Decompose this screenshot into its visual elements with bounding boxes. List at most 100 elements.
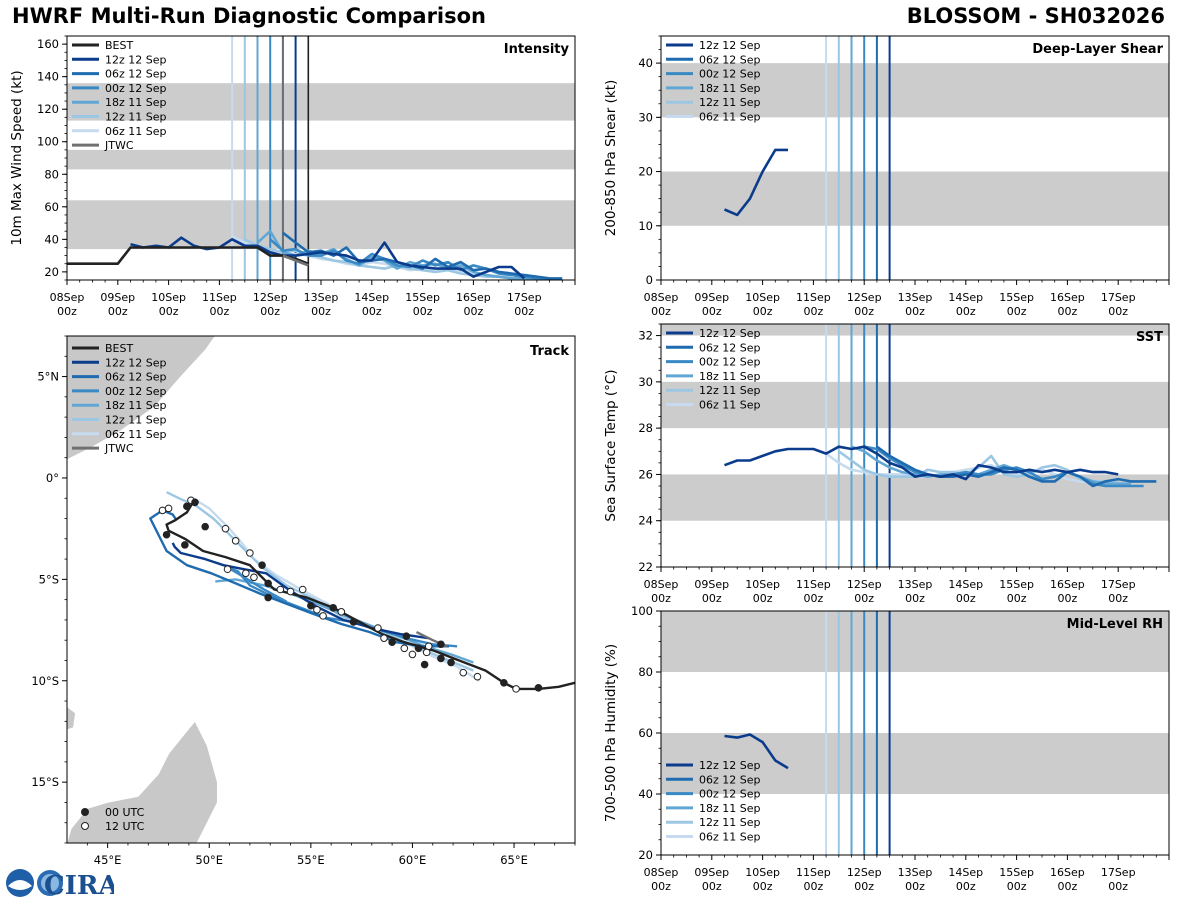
intensity-xtick-hour-label: 00z <box>464 305 484 318</box>
legend-label-06z-11-sep: 06z 11 Sep <box>699 831 761 844</box>
track-ytick-label: 0° <box>46 471 59 485</box>
track-marker-12utc <box>164 504 173 513</box>
legend-marker-label: 00 UTC <box>105 806 145 819</box>
track-xtick-label: 45°E <box>94 853 122 867</box>
intensity-ytick-label: 60 <box>44 200 59 214</box>
sst-panel: 22242628303208Sep00z09Sep00z10Sep00z11Se… <box>603 323 1170 605</box>
track-ytick-label: 10°S <box>31 674 59 688</box>
track-marker-00utc <box>420 660 429 669</box>
track-series-06z-11-sep <box>192 497 481 682</box>
track-marker-00utc <box>329 603 337 612</box>
track-xtick-label: 65°E <box>500 853 528 867</box>
legend-label-12z-11-sep: 12z 11 Sep <box>699 384 761 397</box>
track-marker-00utc <box>307 601 315 610</box>
intensity-xtick-day-label: 16Sep <box>456 291 491 304</box>
legend-label-00z-12-sep: 00z 12 Sep <box>699 356 761 369</box>
track-marker-00utc <box>162 530 171 539</box>
legend-label-18z-11-sep: 18z 11 Sep <box>105 96 167 109</box>
comoros-land <box>67 707 76 730</box>
track-marker-12utc <box>400 644 409 653</box>
shear-band <box>661 171 1169 226</box>
rh-xtick-day-label: 09Sep <box>694 866 729 879</box>
madagascar-land <box>67 720 218 843</box>
sst-plot-area <box>661 324 1169 567</box>
track-marker-12utc <box>380 634 388 642</box>
intensity-xtick-day-label: 10Sep <box>151 291 186 304</box>
legend-label-06z-12-sep: 06z 12 Sep <box>699 773 761 786</box>
rh-panel: 2040608010008Sep00z09Sep00z10Sep00z11Sep… <box>603 604 1170 893</box>
legend-label-06z-12-sep: 06z 12 Sep <box>105 68 167 81</box>
rh-xtick-hour-label: 00z <box>905 880 925 893</box>
sst-ytick-label: 32 <box>638 329 653 343</box>
legend-label-12z-11-sep: 12z 11 Sep <box>699 96 761 109</box>
rh-xtick-day-label: 10Sep <box>745 866 780 879</box>
legend-label-06z-12-sep: 06z 12 Sep <box>699 341 761 354</box>
track-marker-12utc <box>276 585 285 594</box>
shear-series-12z-12-sep <box>723 148 788 217</box>
shear-xtick-day-label: 14Sep <box>948 291 983 304</box>
rh-ytick-label: 100 <box>631 604 653 618</box>
sst-xtick-hour-label: 00z <box>854 592 874 605</box>
track-panel: 45°E 50°E 55°E 60°E 65°E 5°N 0° 5°S 10°S 15°S Trac… <box>31 335 576 867</box>
sst-xtick-hour-label: 00z <box>753 592 773 605</box>
intensity-xtick-day-label: 15Sep <box>405 291 440 304</box>
rh-title: Mid-Level RH <box>1067 617 1163 632</box>
rh-ytick-label: 20 <box>638 848 653 862</box>
sst-band <box>661 324 1169 336</box>
sst-xtick-hour-label: 00z <box>702 592 722 605</box>
page-title: HWRF Multi-Run Diagnostic Comparison <box>12 4 487 28</box>
track-marker-12utc <box>313 605 321 614</box>
rh-xtick-day-label: 13Sep <box>898 866 933 879</box>
shear-xtick-day-label: 12Sep <box>847 291 882 304</box>
legend-marker-label: 12 UTC <box>105 820 145 833</box>
sst-xtick-day-label: 16Sep <box>1050 578 1085 591</box>
shear-band <box>661 63 1169 118</box>
africa-coast-land <box>67 336 216 461</box>
shear-ytick-label: 40 <box>638 56 653 70</box>
legend-label-18z-11-sep: 18z 11 Sep <box>699 370 761 383</box>
shear-xtick-hour-label: 00z <box>753 305 773 318</box>
sst-ytick-label: 30 <box>638 375 653 389</box>
sst-xtick-hour-label: 00z <box>956 592 976 605</box>
shear-panel: 01020304008Sep00z09Sep00z10Sep00z11Sep00… <box>603 35 1170 318</box>
sst-xtick-day-label: 08Sep <box>644 578 679 591</box>
track-marker-00utc <box>349 618 358 626</box>
shear-xtick-hour-label: 00z <box>702 305 722 318</box>
legend-label-18z-11-sep: 18z 11 Sep <box>105 399 167 412</box>
sst-xtick-day-label: 11Sep <box>796 578 831 591</box>
shear-ytick-label: 20 <box>638 165 653 179</box>
track-marker-12utc <box>231 537 240 545</box>
intensity-xtick-hour-label: 00z <box>159 305 179 318</box>
rh-xtick-day-label: 08Sep <box>644 866 679 879</box>
shear-ylabel: 200-850 hPa Shear (kt) <box>603 80 619 237</box>
track-marker-00utc <box>181 541 189 549</box>
track-xtick-label: 60°E <box>399 853 427 867</box>
sst-xtick-hour-label: 00z <box>651 592 671 605</box>
rh-xtick-hour-label: 00z <box>753 880 773 893</box>
shear-ytick-label: 30 <box>638 110 653 124</box>
sst-xtick-day-label: 09Sep <box>694 578 729 591</box>
rh-xtick-hour-label: 00z <box>854 880 874 893</box>
sst-xtick-day-label: 14Sep <box>948 578 983 591</box>
intensity-xtick-day-label: 13Sep <box>304 291 339 304</box>
intensity-ytick-label: 100 <box>37 135 59 149</box>
shear-ytick-label: 0 <box>646 273 653 287</box>
rh-xtick-day-label: 17Sep <box>1101 866 1136 879</box>
shear-xtick-hour-label: 00z <box>804 305 824 318</box>
track-series-06z-12-sep <box>149 509 449 648</box>
legend-label-00z-12-sep: 00z 12 Sep <box>699 68 761 81</box>
track-marker-12utc <box>242 569 250 578</box>
rh-xtick-hour-label: 00z <box>804 880 824 893</box>
rh-ytick-label: 80 <box>638 665 653 679</box>
track-frame <box>66 335 576 844</box>
intensity-xtick-day-label: 17Sep <box>507 291 542 304</box>
track-marker-00utc <box>183 502 191 511</box>
rh-ytick-label: 60 <box>638 726 653 740</box>
track-marker-00utc <box>388 638 396 647</box>
track-marker-00utc <box>264 579 272 588</box>
intensity-title: Intensity <box>504 42 570 57</box>
intensity-ytick-label: 20 <box>44 265 59 279</box>
sst-band <box>661 381 1169 429</box>
